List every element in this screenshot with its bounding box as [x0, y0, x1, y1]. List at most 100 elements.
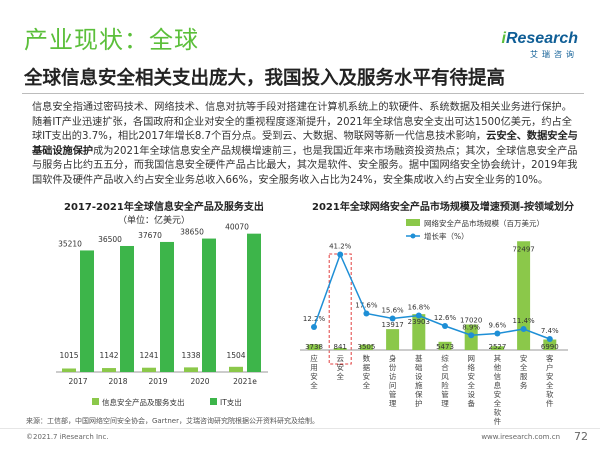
bar-security-spend — [102, 368, 116, 372]
legend-swatch-security — [92, 398, 99, 405]
bar-security-spend — [62, 368, 76, 372]
category-label-char: 数 — [363, 353, 371, 363]
legend-swatch-it — [210, 398, 217, 405]
year-label: 2020 — [190, 377, 209, 386]
growth-rate-label: 15.6% — [381, 307, 404, 315]
left-bar-chart: 1015 35210 2017 1142 36500 2018 1241 37670 2019 1… — [56, 223, 268, 407]
legend-label-market: 网络安全产品市场规模（百万美元） — [424, 218, 544, 228]
year-label: 2017 — [68, 377, 87, 386]
growth-rate-line — [313, 252, 551, 340]
year-label: 2018 — [108, 377, 127, 386]
category-label-char: 他 — [494, 362, 502, 372]
headline: 全球信息安全相关支出庞大，我国投入及服务水平有待提高 — [24, 68, 506, 89]
growth-rate-label: 12.6% — [434, 314, 457, 322]
segment-bar — [386, 329, 400, 350]
body-text-bold: 云安全、数据安全与基础设施保护 — [32, 131, 578, 157]
category-label-char: 理 — [441, 399, 449, 408]
category-label-char: 安 — [494, 389, 502, 399]
growth-rate-point — [311, 324, 317, 330]
security-value-label: 1142 — [99, 351, 118, 360]
category-label-char: 护 — [415, 398, 423, 408]
category-label-char: 理 — [389, 399, 397, 408]
growth-rate-point — [389, 315, 396, 322]
category-label-char: 安 — [546, 371, 554, 381]
segment-value-label: 841 — [334, 343, 347, 351]
growth-rate-label: 41.2% — [329, 243, 352, 251]
growth-rate-label: 17.6% — [355, 302, 378, 310]
category-label-char: 信 — [494, 371, 502, 381]
category-label-char: 软 — [546, 389, 554, 399]
category-label-char: 全 — [546, 380, 554, 390]
segment-value-label: 17020 — [460, 316, 482, 324]
security-value-label: 1504 — [226, 351, 245, 360]
segment-bar — [307, 344, 321, 350]
category-label-char: 服 — [520, 372, 528, 381]
category-label-char: 安 — [363, 371, 371, 381]
category-label-char: 据 — [363, 363, 371, 372]
segment-value-label: 3738 — [305, 343, 323, 351]
growth-rate-label: 11.4% — [512, 317, 535, 325]
body-paragraph: 信息安全指通过密码技术、网络技术、信息对抗等手段对搭建在计算机系统上的软硬件、系… — [32, 101, 580, 189]
year-label: 2019 — [148, 377, 167, 386]
segment-bar — [543, 339, 557, 350]
bar-security-spend — [142, 367, 156, 372]
category-label-char: 网 — [467, 354, 475, 363]
category-label-char: 络 — [467, 362, 475, 372]
category-label-char: 户 — [546, 362, 554, 372]
segment-bar — [333, 348, 347, 350]
segment-bar — [359, 344, 373, 350]
segment-bar — [517, 241, 531, 350]
category-label-char: 客 — [546, 353, 554, 363]
category-label-char: 基 — [415, 353, 423, 363]
category-label-char: 全 — [363, 380, 371, 390]
segment-value-label: 6990 — [541, 343, 559, 351]
category-label-char: 险 — [441, 380, 449, 390]
category-label-char: 云 — [336, 354, 344, 363]
logo-text: Research — [505, 30, 578, 47]
category-label-char: 其 — [494, 354, 502, 363]
legend-label-it: IT支出 — [220, 397, 242, 407]
growth-rate-point — [363, 310, 370, 317]
category-label-char: 综 — [441, 353, 449, 363]
logo-subtitle: 艾瑞咨询 — [530, 50, 578, 59]
legend-swatch-market — [406, 219, 420, 226]
segment-value-label: 23903 — [408, 318, 430, 326]
website: www.iresearch.com.cn — [481, 433, 560, 441]
category-label-char: 身 — [389, 353, 397, 363]
category-label-char: 设 — [467, 389, 475, 399]
category-label-char: 全 — [494, 398, 502, 408]
security-value-label: 1338 — [181, 351, 200, 360]
source-note: 来源：工信部，中国网络空间安全协会，Gartner，艾瑞咨询研究院根据公开资料研… — [26, 417, 319, 425]
iresearch-logo: iResearch 艾瑞咨询 — [502, 30, 579, 60]
segment-bar — [412, 314, 426, 350]
category-label-char: 全 — [336, 371, 344, 381]
category-label-char: 合 — [441, 362, 449, 372]
title-divider — [22, 93, 584, 94]
growth-rate-label: 9.6% — [489, 322, 507, 330]
category-label-char: 备 — [467, 398, 475, 408]
growth-rate-point — [546, 336, 553, 342]
legend-marker-growth — [410, 233, 416, 239]
legend-label-growth: 增长率（%） — [424, 231, 469, 241]
category-label-char: 软 — [494, 407, 502, 417]
page-title: 产业现状：全球 — [24, 26, 199, 54]
copyright: ©2021.7 iResearch Inc. — [26, 433, 109, 441]
category-label-char: 安 — [310, 371, 318, 381]
growth-rate-point — [520, 326, 527, 332]
it-value-label: 35210 — [58, 239, 82, 248]
category-label-char: 设 — [415, 371, 423, 381]
footer-divider — [0, 428, 600, 429]
segment-bar — [490, 346, 504, 350]
bar-security-spend — [229, 366, 243, 372]
bar-it-spend — [120, 245, 134, 372]
growth-rate-point — [337, 251, 344, 258]
category-label-char: 问 — [389, 381, 397, 390]
page-number: 72 — [574, 430, 588, 443]
category-label-char: 施 — [415, 380, 423, 390]
bar-it-spend — [160, 241, 174, 372]
growth-rate-point — [494, 330, 501, 337]
it-value-label: 37670 — [138, 231, 162, 240]
bar-security-spend — [184, 367, 198, 372]
category-label-char: 风 — [441, 372, 449, 381]
segment-value-label: 2527 — [488, 343, 506, 351]
